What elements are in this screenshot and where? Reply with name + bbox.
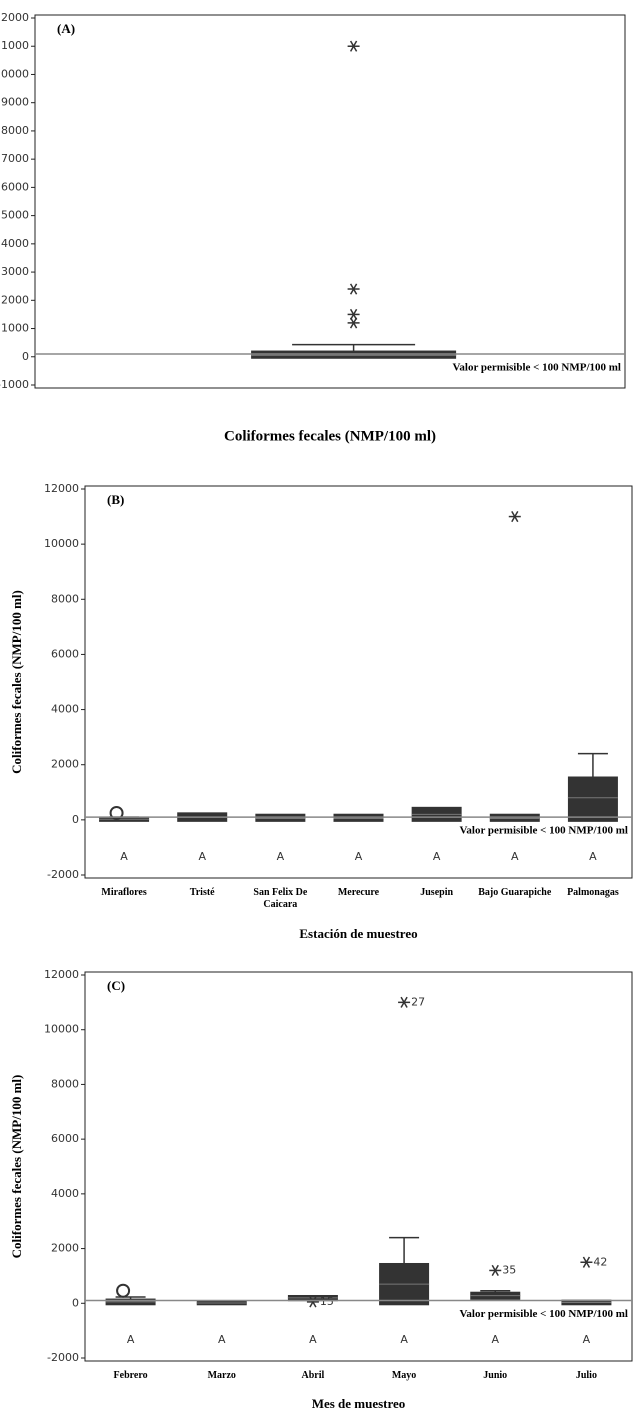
panel-label: (C) [107, 978, 125, 993]
group-letter: A [127, 1333, 135, 1346]
x-tick-label: Julio [575, 1370, 597, 1381]
outlier-label: 15 [320, 1295, 334, 1308]
outlier-stroke [400, 996, 408, 1008]
outlier-stroke [582, 1256, 591, 1268]
y-tick-label: -2000 [47, 868, 79, 881]
y-axis-label: Coliformes fecales (NMP/100 ml) [9, 590, 24, 774]
outlier [347, 317, 360, 329]
y-tick-label: 0 [22, 350, 29, 363]
y-axis-label: Coliformes fecales (NMP/100 ml) [9, 1075, 24, 1259]
reference-label: Valor permisible < 100 NMP/100 ml [452, 361, 621, 373]
group-letter: A [309, 1333, 317, 1346]
group-letter: A [433, 850, 441, 863]
x-tick-label: Abril [301, 1370, 325, 1381]
x-tick-label: Jusepin [420, 887, 454, 898]
y-tick-label: 8000 [1, 124, 29, 137]
y-tick-label: 5000 [1, 209, 29, 222]
box [567, 776, 618, 822]
x-axis-label: Coliformes fecales (NMP/100 ml) [224, 428, 436, 444]
y-tick-label: 6000 [51, 647, 79, 660]
y-tick-label: 6000 [51, 1132, 79, 1145]
reference-label: Valor permisible < 100 NMP/100 ml [459, 825, 628, 837]
y-tick-label: 4000 [51, 1187, 79, 1200]
group-letter: A [491, 1333, 499, 1346]
x-tick-label: Bajo Guarapiche [478, 887, 552, 898]
group-letter: A [355, 850, 363, 863]
outlier [116, 1283, 131, 1298]
y-tick-label: 6000 [1, 180, 29, 193]
plot-frame [84, 971, 633, 1362]
y-tick-label: 2000 [51, 1242, 79, 1255]
outlier-label: 42 [593, 1255, 607, 1268]
group-letter: A [511, 850, 519, 863]
outlier [347, 283, 360, 295]
x-axis-label: Estación de muestreo [299, 926, 417, 941]
y-tick-label: -2000 [47, 1351, 79, 1364]
x-tick-label: Mayo [391, 1370, 417, 1381]
y-tick-label: 2000 [1, 293, 29, 306]
x-axis-label: Mes de muestreo [312, 1396, 406, 1411]
y-tick-label: 7000 [1, 152, 29, 165]
outlier [109, 805, 124, 820]
x-tick-label: Merecure [337, 887, 380, 898]
outlier [306, 1296, 319, 1308]
y-tick-label: -1000 [0, 378, 29, 391]
y-tick-label: 8000 [51, 592, 79, 605]
outlier [347, 40, 360, 52]
outlier [489, 1264, 502, 1277]
outlier-stroke [511, 510, 519, 523]
outlier [508, 510, 521, 523]
x-tick-label: Palmonagas [567, 887, 619, 898]
group-letter: A [589, 850, 597, 863]
y-tick-label: 10000 [44, 537, 79, 550]
group-letter: A [120, 850, 128, 863]
panel-label: (A) [57, 21, 75, 36]
y-tick-label: 1000 [1, 322, 29, 335]
y-tick-label: 4000 [1, 237, 29, 250]
plot-frame [34, 14, 626, 389]
plot-frame [84, 485, 633, 879]
y-tick-label: 4000 [51, 703, 79, 716]
y-tick-label: 9000 [1, 96, 29, 109]
y-tick-label: 12000 [44, 482, 79, 495]
outlier-label: 27 [411, 995, 425, 1008]
outlier-stroke [349, 40, 358, 52]
y-tick-label: 10000 [44, 1023, 79, 1036]
y-tick-label: 8000 [51, 1077, 79, 1090]
outlier [347, 308, 360, 320]
x-tick-label: Febrero [113, 1370, 148, 1381]
x-tick-label: Miraflores [101, 887, 147, 898]
y-tick-label: 10000 [0, 67, 29, 80]
group-letter: A [400, 1333, 408, 1346]
y-tick-label: 11000 [0, 39, 29, 52]
y-tick-label: 12000 [0, 11, 29, 24]
group-letter: A [277, 850, 285, 863]
panel-label: (B) [107, 492, 124, 507]
outlier [580, 1256, 593, 1268]
outlier-stroke [349, 283, 358, 295]
outlier-label: 35 [502, 1263, 516, 1276]
x-tick-label: Marzo [207, 1370, 236, 1381]
x-tick-label: San Felix De Caicara [253, 887, 308, 910]
outlier-stroke [349, 308, 358, 320]
x-tick-label: Junio [483, 1370, 508, 1381]
group-letter: A [198, 850, 206, 863]
outlier-stroke [349, 317, 358, 329]
group-letter: A [218, 1333, 226, 1346]
y-tick-label: 2000 [51, 758, 79, 771]
outlier-stroke [491, 1264, 499, 1277]
x-tick-label: Tristé [189, 887, 215, 898]
y-tick-label: 12000 [44, 968, 79, 981]
group-letter: A [583, 1333, 591, 1346]
y-tick-label: 0 [72, 1296, 79, 1309]
y-tick-label: 0 [72, 813, 79, 826]
outlier [398, 996, 411, 1008]
outlier-stroke [309, 1296, 317, 1308]
y-tick-label: 3000 [1, 265, 29, 278]
reference-label: Valor permisible < 100 NMP/100 ml [459, 1308, 628, 1320]
